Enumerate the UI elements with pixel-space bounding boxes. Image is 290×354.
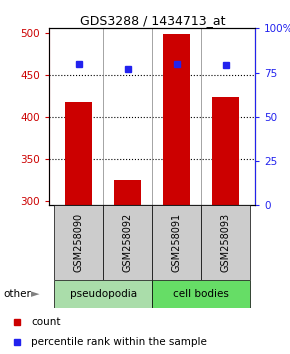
Bar <box>54 280 152 308</box>
Bar <box>152 280 250 308</box>
Text: percentile rank within the sample: percentile rank within the sample <box>31 337 207 347</box>
Bar <box>54 205 103 280</box>
Bar <box>103 205 152 280</box>
Text: pseudopodia: pseudopodia <box>70 289 137 299</box>
Text: GSM258090: GSM258090 <box>74 213 84 272</box>
Text: other: other <box>3 289 31 299</box>
Text: ►: ► <box>30 289 39 299</box>
Text: count: count <box>31 318 61 327</box>
Text: GSM258092: GSM258092 <box>123 213 133 272</box>
Text: GSM258093: GSM258093 <box>221 213 231 272</box>
Title: GDS3288 / 1434713_at: GDS3288 / 1434713_at <box>79 14 225 27</box>
Bar <box>163 34 190 205</box>
Text: GSM258091: GSM258091 <box>172 213 182 272</box>
Text: cell bodies: cell bodies <box>173 289 229 299</box>
Bar <box>212 97 239 205</box>
Bar <box>65 102 92 205</box>
Bar <box>201 205 250 280</box>
Bar <box>152 205 201 280</box>
Bar <box>114 180 141 205</box>
